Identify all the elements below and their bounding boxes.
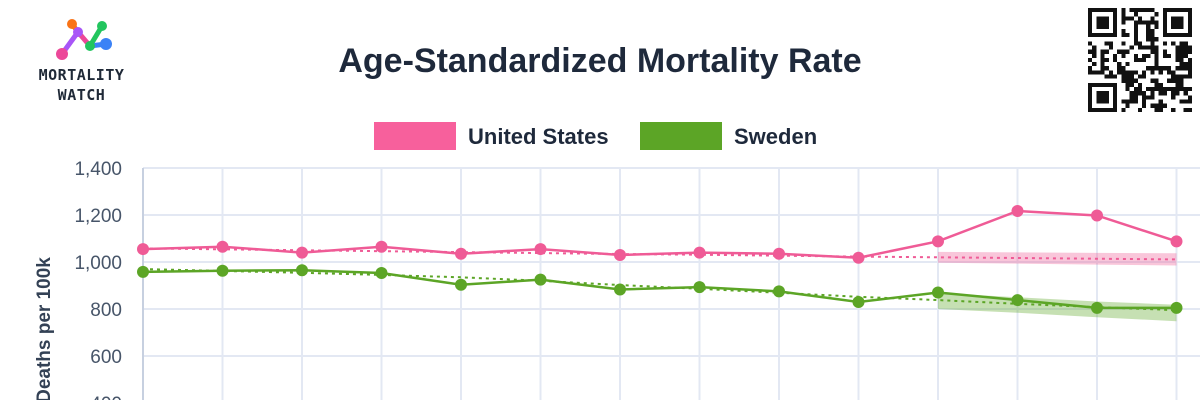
data-point-sweden <box>296 264 308 277</box>
prediction-band-sweden <box>938 293 1177 322</box>
data-point-united-states <box>455 247 467 260</box>
y-tick-label: 400 <box>90 394 122 400</box>
data-point-sweden <box>137 265 149 278</box>
logo-text-line2: WATCH <box>57 86 106 104</box>
y-tick-label: 800 <box>90 300 122 321</box>
data-point-sweden <box>455 278 467 291</box>
data-point-united-states <box>216 240 229 253</box>
data-point-united-states <box>375 240 388 253</box>
data-point-united-states <box>1091 209 1103 222</box>
y-tick-label: 600 <box>90 347 122 368</box>
logo-text-line1: MORTALITY <box>38 66 125 84</box>
legend-label-sweden: Sweden <box>734 124 818 149</box>
data-point-united-states <box>852 251 865 264</box>
chart-title: Age-Standardized Mortality Rate <box>338 42 862 80</box>
data-point-sweden <box>534 273 547 286</box>
qr-code-icon <box>1088 8 1192 112</box>
y-tick-label: 1,400 <box>74 159 122 180</box>
data-point-united-states <box>773 247 785 260</box>
data-point-united-states <box>1170 235 1183 248</box>
y-tick-label: 1,200 <box>74 206 122 227</box>
logo-network-icon <box>56 19 112 60</box>
data-point-sweden <box>375 267 388 280</box>
data-point-united-states <box>534 243 547 256</box>
y-axis-label: Deaths per 100k <box>34 257 55 400</box>
data-point-sweden <box>1170 301 1183 314</box>
data-point-united-states <box>1011 205 1024 218</box>
mortality-watch-logo: MORTALITY WATCH <box>14 14 154 114</box>
legend-swatch-sweden <box>640 122 722 150</box>
legend-label-united-states: United States <box>468 124 609 149</box>
data-point-sweden <box>773 285 785 298</box>
data-point-sweden <box>693 281 706 294</box>
data-point-sweden <box>614 283 626 296</box>
data-point-sweden <box>1011 294 1024 307</box>
series-line-united-states <box>142 209 1177 260</box>
y-tick-label: 1,000 <box>74 253 122 274</box>
data-point-united-states <box>693 246 706 259</box>
data-point-united-states <box>614 248 626 261</box>
data-point-sweden <box>1091 301 1103 314</box>
legend-swatch-united-states <box>374 122 456 150</box>
series-line-sweden <box>142 268 1177 310</box>
data-point-sweden <box>932 286 944 299</box>
data-point-united-states <box>296 246 308 259</box>
data-point-united-states <box>137 243 149 256</box>
trend-line-sweden <box>142 268 1177 312</box>
prediction-band-united-states <box>938 251 1177 266</box>
data-point-sweden <box>216 264 229 277</box>
data-point-united-states <box>932 235 944 248</box>
trend-line-united-states <box>142 247 1177 261</box>
data-point-sweden <box>852 295 865 308</box>
